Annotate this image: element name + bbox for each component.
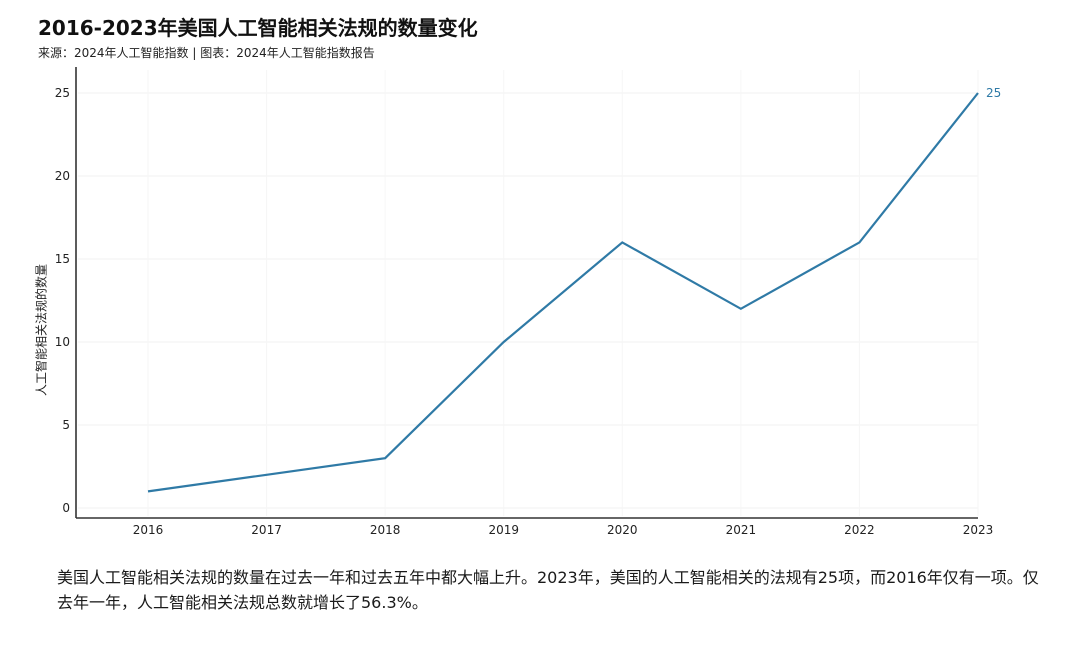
caption-text: 美国人工智能相关法规的数量在过去一年和过去五年中都大幅上升。2023年，美国的人… (57, 568, 1039, 612)
x-tick-label: 2018 (370, 523, 401, 537)
chart-title: 2016-2023年美国人工智能相关法规的数量变化 (38, 16, 478, 40)
y-tick-label: 10 (55, 335, 70, 349)
x-tick-label: 2017 (251, 523, 282, 537)
y-axis-ticks: 0 5 10 15 20 25 (55, 86, 70, 515)
y-axis-label: 人工智能相关法规的数量 (34, 263, 49, 397)
y-tick-label: 20 (55, 169, 70, 183)
x-tick-label: 2016 (133, 523, 164, 537)
y-tick-label: 15 (55, 252, 70, 266)
x-tick-label: 2022 (844, 523, 875, 537)
x-tick-label: 2023 (963, 523, 994, 537)
y-tick-label: 25 (55, 86, 70, 100)
series-line (147, 92, 979, 493)
x-tick-label: 2020 (607, 523, 638, 537)
x-tick-label: 2019 (488, 523, 519, 537)
chart-subtitle: 来源：2024年人工智能指数 | 图表：2024年人工智能指数报告 (38, 46, 375, 60)
x-axis-ticks: 2016 2017 2018 2019 2020 2021 2022 2023 (133, 523, 994, 537)
y-tick-label: 5 (62, 418, 70, 432)
x-tick-label: 2021 (726, 523, 757, 537)
end-value-label: 25 (986, 86, 1001, 100)
gridlines (78, 70, 979, 516)
y-tick-label: 0 (62, 501, 70, 515)
